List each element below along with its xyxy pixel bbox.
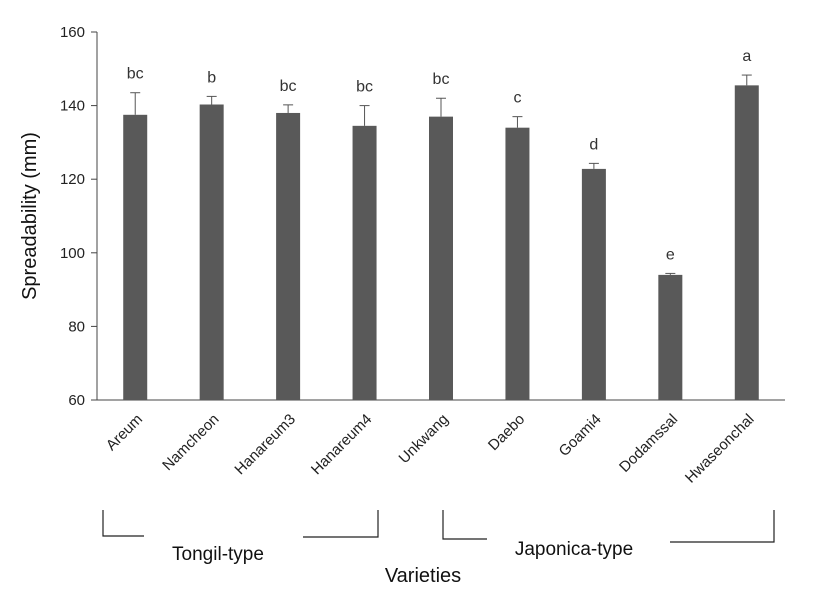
bar xyxy=(505,127,530,401)
x-axis-title: Varieties xyxy=(385,565,461,587)
tongil-group-label: Tongil-type xyxy=(172,544,264,565)
tongil-bracket-right xyxy=(303,510,379,538)
x-tick-label: Goami4 xyxy=(556,411,605,460)
y-axis-title: Spreadability (mm) xyxy=(19,132,41,300)
y-tick-label: 140 xyxy=(60,98,85,115)
significance-label: e xyxy=(666,246,675,263)
y-tick-label: 80 xyxy=(68,318,85,335)
x-tick-label: Unkwang xyxy=(396,411,452,467)
japonica-bracket-left xyxy=(442,510,487,540)
x-tick-label: Dodamssal xyxy=(616,411,681,476)
significance-label: bc xyxy=(127,66,144,83)
x-tick-label: Areum xyxy=(103,411,146,454)
y-tick-label: 160 xyxy=(60,24,85,41)
bar xyxy=(276,112,301,401)
bar xyxy=(581,168,606,400)
y-axis: 60 80 100 120 140 160 xyxy=(60,24,98,409)
bar xyxy=(658,274,683,400)
bar xyxy=(734,85,759,401)
group-brackets xyxy=(102,510,775,543)
japonica-bracket-right xyxy=(670,510,775,543)
x-tick-label: Hanareum3 xyxy=(231,411,298,478)
japonica-group-label: Japonica-type xyxy=(515,539,633,560)
y-tick-label: 120 xyxy=(60,171,85,188)
significance-label: bc xyxy=(356,79,373,96)
bar xyxy=(429,116,453,400)
x-tick-label: Namcheon xyxy=(159,411,222,474)
y-tick-label: 60 xyxy=(68,392,85,409)
bar xyxy=(199,104,224,400)
significance-label: bc xyxy=(280,78,297,95)
x-tick-label: Hanareum4 xyxy=(308,411,375,478)
x-tick-label: Daebo xyxy=(485,411,528,454)
tongil-bracket-left xyxy=(102,510,144,537)
significance-label: bc xyxy=(433,71,450,88)
significance-label: d xyxy=(589,136,598,153)
x-tick-label: Hwaseonchal xyxy=(682,411,758,487)
bar xyxy=(352,125,377,400)
significance-label: c xyxy=(513,90,521,107)
bar xyxy=(123,114,148,401)
y-tick-label: 100 xyxy=(60,245,85,262)
significance-label: b xyxy=(207,69,216,86)
significance-label: a xyxy=(742,48,751,65)
